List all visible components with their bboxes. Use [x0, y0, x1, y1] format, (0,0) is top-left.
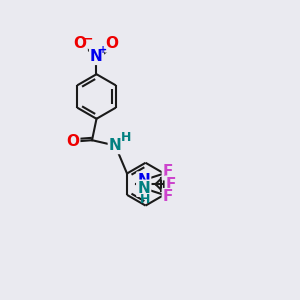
Text: N: N: [137, 172, 150, 188]
Text: N: N: [90, 49, 103, 64]
Text: H: H: [121, 131, 132, 144]
Text: −: −: [82, 32, 93, 45]
Text: F: F: [163, 189, 173, 204]
Text: F: F: [163, 164, 173, 179]
Text: N: N: [109, 138, 122, 153]
Text: +: +: [99, 45, 107, 55]
Text: O: O: [66, 134, 79, 149]
Text: H: H: [140, 193, 150, 206]
Text: F: F: [166, 177, 176, 192]
Text: O: O: [106, 36, 118, 51]
Text: N: N: [137, 181, 150, 196]
Text: O: O: [74, 36, 87, 51]
